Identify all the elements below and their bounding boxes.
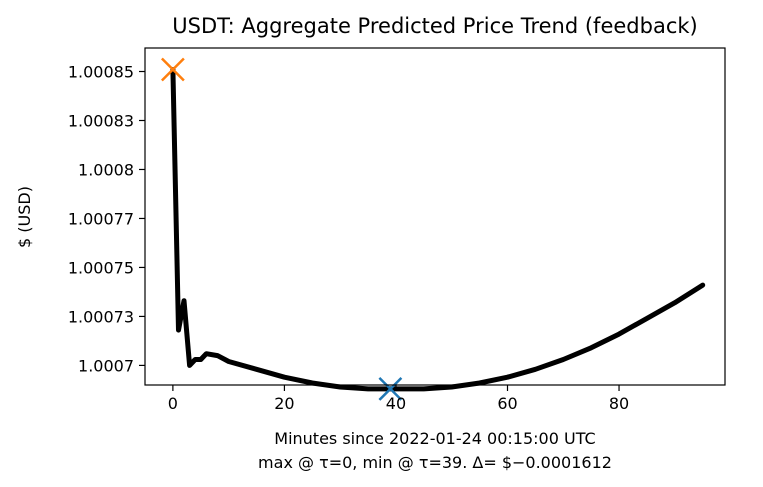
y-tick-label: 1.00075 [68,258,134,277]
x-tick-label: 0 [168,394,178,413]
y-tick-label: 1.00085 [68,63,134,82]
y-tick-label: 1.0008 [78,160,134,179]
x-tick-label: 40 [386,394,406,413]
plot-area [161,57,706,401]
x-axis-ticks: 0 20 40 60 80 [168,385,629,413]
x-tick-label: 60 [497,394,517,413]
min-marker [378,377,403,401]
y-axis-label: $ (USD) [15,186,34,248]
x-tick-label: 80 [609,394,629,413]
min-marker-stroke [378,377,403,401]
max-marker-stroke [161,57,185,82]
x-tick-label: 20 [274,394,294,413]
max-marker [161,57,185,82]
y-tick-label: 1.00083 [68,111,134,130]
plot-frame [144,47,726,386]
chart-title: USDT: Aggregate Predicted Price Trend (f… [172,14,697,38]
y-tick-label: 1.00073 [68,307,134,326]
y-axis-ticks: 1.0007 1.00073 1.00075 1.00077 1.0008 1.00083… [68,63,145,375]
x-axis-label: Minutes since 2022-01-24 00:15:00 UTC [274,429,595,448]
y-tick-label: 1.0007 [78,356,134,375]
y-tick-label: 1.00077 [68,209,134,228]
price-trend-line [170,67,706,392]
x-axis-caption: max @ τ=0, min @ τ=39. Δ= $−0.0001612 [258,453,612,472]
